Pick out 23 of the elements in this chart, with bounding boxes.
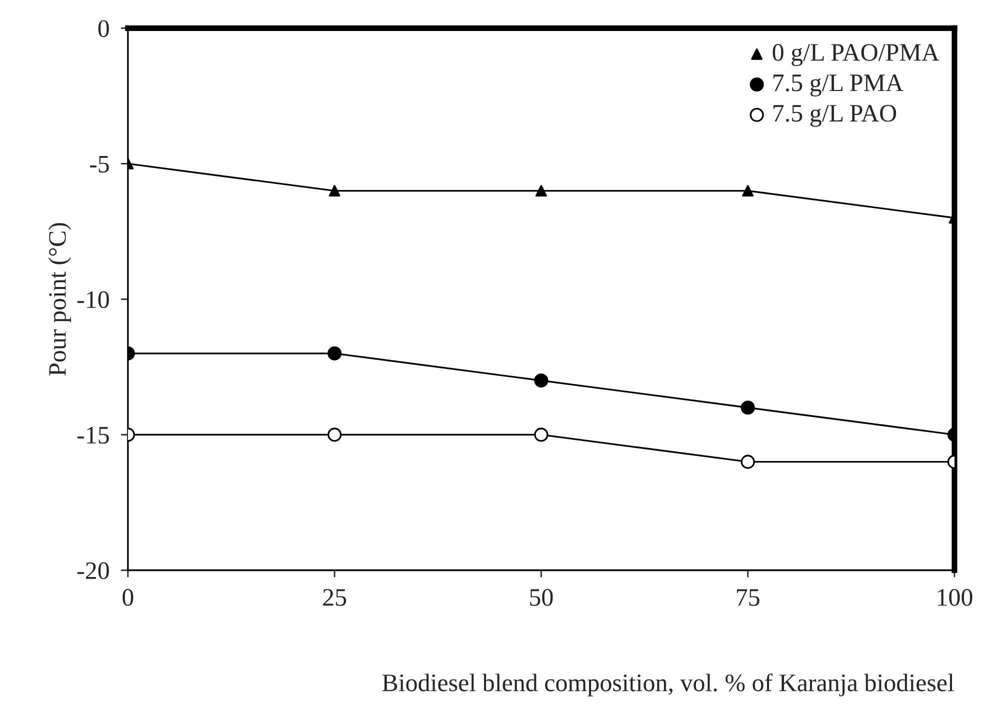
- y-tick-label: -10: [77, 291, 109, 308]
- legend-label: 0 g/L PAO/PMA: [772, 44, 940, 66]
- point: [740, 400, 755, 415]
- y-tick-label: -15: [77, 426, 109, 444]
- point: [740, 454, 755, 469]
- point: [328, 428, 342, 442]
- point: [328, 346, 342, 360]
- point: [535, 185, 547, 197]
- y-tick-label: -20: [77, 562, 109, 580]
- point: [534, 428, 548, 442]
- legend-label: 7.5 g/L PAO: [773, 104, 896, 127]
- x-tick-label: 75: [736, 589, 760, 606]
- x-tick-label: 0: [122, 589, 134, 606]
- y-tick-label: -5: [90, 156, 109, 173]
- point: [534, 373, 548, 388]
- x-tick-label: 100: [938, 589, 972, 606]
- x-axis-title: Biodiesel blend composition, vol. % of Karanja biodiesel: [382, 673, 954, 696]
- y-tick-label: 0: [98, 20, 109, 38]
- point: [328, 185, 340, 197]
- legend-label: 7.5 g/L PMA: [773, 74, 904, 96]
- x-tick-label: 50: [530, 589, 553, 606]
- x-tick-label: 25: [323, 589, 346, 606]
- y-axis-title: Pour point (°C): [48, 223, 71, 376]
